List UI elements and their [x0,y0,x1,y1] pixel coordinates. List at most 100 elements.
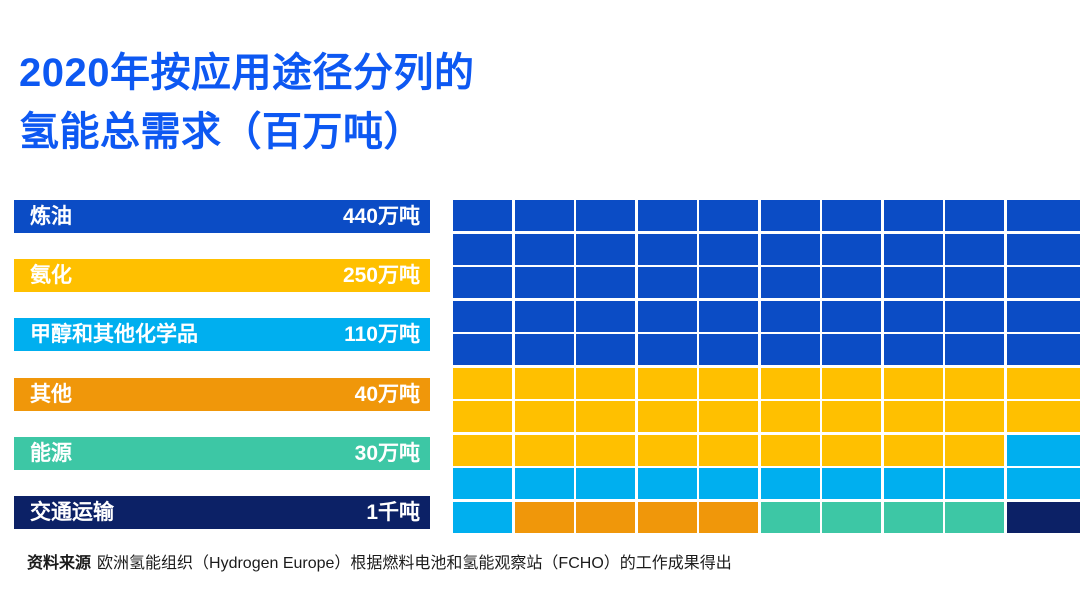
waffle-cell-yellow [576,401,635,433]
waffle-cell-yellow [514,367,574,399]
waffle-cell-blue [760,267,820,299]
waffle-cell-cyan [1006,434,1080,466]
waffle-cell-cyan [883,468,943,500]
waffle-cell-blue [822,200,881,232]
waffle-cell-blue [514,300,574,332]
waffle-cell-orange [699,501,758,533]
waffle-cell-blue [576,334,635,366]
waffle-cell-yellow [699,367,758,399]
waffle-cell-blue [699,233,758,265]
waffle-cell-blue [699,334,758,366]
waffle-cell-blue [822,334,881,366]
legend-item-refining: 炼油 440万吨 [14,200,430,233]
waffle-cell-yellow [453,401,512,433]
waffle-cell-blue [822,233,881,265]
waffle-cell-yellow [945,434,1004,466]
waffle-cell-blue [514,233,574,265]
waffle-cell-yellow [514,401,574,433]
waffle-cell-cyan [760,468,820,500]
waffle-cell-orange [514,501,574,533]
waffle-cell-navy [1006,501,1080,533]
waffle-cell-blue [514,334,574,366]
waffle-cell-blue [1006,300,1080,332]
title-line-2: 氢能总需求（百万吨） [19,110,424,154]
waffle-cell-blue [945,334,1004,366]
page-title: 2020年按应用途径分列的 氢能总需求（百万吨） [19,44,474,162]
waffle-cell-yellow [945,401,1004,433]
waffle-cell-blue [637,300,697,332]
waffle-cell-cyan [453,468,512,500]
waffle-cell-blue [1006,267,1080,299]
waffle-cell-teal [945,501,1004,533]
legend-label: 炼油 [30,205,72,228]
waffle-cell-blue [453,233,512,265]
waffle-cell-cyan [822,468,881,500]
waffle-cell-yellow [699,434,758,466]
source-note: 资料来源 欧洲氢能组织（Hydrogen Europe）根据燃料电池和氢能观察站（… [27,552,732,576]
waffle-cell-blue [637,200,697,232]
waffle-cell-yellow [514,434,574,466]
waffle-cell-blue [945,233,1004,265]
waffle-cell-cyan [637,468,697,500]
legend-item-ammonia: 氨化 250万吨 [14,259,430,293]
waffle-cell-cyan [576,468,635,500]
waffle-cell-cyan [1006,468,1080,500]
waffle-cell-blue [453,267,512,299]
legend-value: 1千吨 [366,500,420,524]
legend-item-energy: 能源 30万吨 [14,436,430,470]
legend-value: 40万吨 [354,382,420,406]
waffle-cell-blue [760,334,820,366]
waffle-cell-blue [514,200,574,232]
waffle-cell-blue [576,200,635,232]
waffle-cell-blue [760,233,820,265]
waffle-cell-yellow [883,401,943,433]
legend-item-other: 其他 40万吨 [14,377,430,411]
waffle-cell-yellow [760,401,820,433]
waffle-cell-yellow [576,434,635,466]
source-text: 欧洲氢能组织（Hydrogen Europe）根据燃料电池和氢能观察站（FCHO… [97,555,732,572]
waffle-cell-yellow [822,401,881,433]
waffle-cell-blue [576,300,635,332]
waffle-cell-blue [883,267,943,299]
waffle-chart [453,200,1080,533]
waffle-cell-blue [699,300,758,332]
waffle-cell-teal [760,501,820,533]
waffle-cell-blue [760,300,820,332]
title-line-1: 2020年按应用途径分列的 [19,51,475,95]
waffle-cell-yellow [453,434,512,466]
waffle-cell-yellow [822,434,881,466]
waffle-cell-yellow [760,434,820,466]
waffle-cell-blue [883,300,943,332]
waffle-cell-blue [760,200,820,232]
waffle-cell-yellow [637,401,697,433]
waffle-cell-cyan [945,468,1004,500]
waffle-cell-teal [883,501,943,533]
waffle-cell-blue [945,200,1004,232]
waffle-cell-yellow [945,367,1004,399]
legend-value: 30万吨 [354,441,420,465]
waffle-cell-blue [576,233,635,265]
legend-label: 其他 [30,382,72,406]
legend-label: 氨化 [30,264,72,288]
legend-label: 交通运输 [30,500,114,524]
source-label: 资料来源 [27,555,92,572]
waffle-cell-blue [1006,233,1080,265]
waffle-cell-yellow [883,434,943,466]
waffle-cell-blue [883,334,943,366]
waffle-cell-blue [699,267,758,299]
waffle-cell-blue [453,200,512,232]
legend-label: 能源 [30,441,72,465]
waffle-cell-blue [822,300,881,332]
waffle-cell-yellow [699,401,758,433]
waffle-cell-yellow [1006,367,1080,399]
waffle-cell-yellow [1006,401,1080,433]
legend-label: 甲醇和其他化学品 [30,323,198,347]
waffle-cell-yellow [760,367,820,399]
waffle-cell-blue [514,267,574,299]
waffle-cell-blue [637,233,697,265]
waffle-cell-cyan [453,501,512,533]
waffle-cell-blue [883,200,943,232]
waffle-cell-blue [453,300,512,332]
waffle-cell-blue [576,267,635,299]
